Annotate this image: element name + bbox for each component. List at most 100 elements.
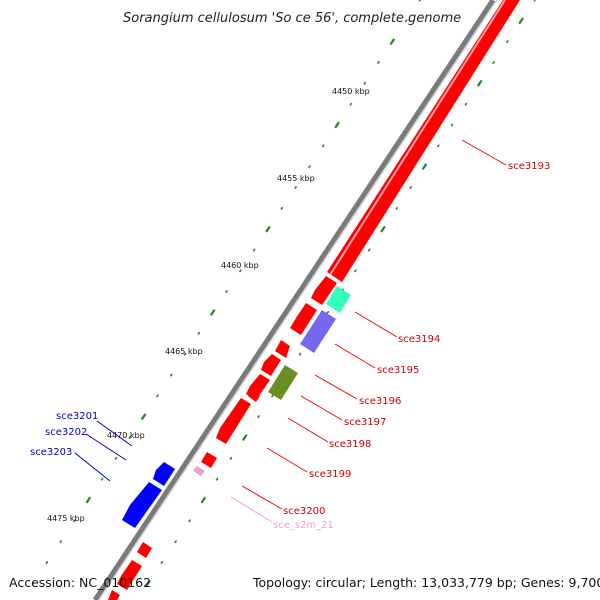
gene-labels: sce3193 sce3194 sce3195 sce3196 sce3197 … bbox=[30, 161, 550, 531]
gene-red-11[interactable] bbox=[108, 590, 120, 600]
gene-label-sce3200: sce3200 bbox=[283, 506, 325, 517]
gene-purple[interactable] bbox=[300, 310, 336, 353]
gc-dot bbox=[242, 434, 248, 441]
gene-label-sce3194: sce3194 bbox=[398, 334, 440, 345]
gene-label-sce_s2m_21: sce_s2m_21 bbox=[273, 520, 334, 531]
gc-dot bbox=[85, 496, 91, 504]
gc-dot bbox=[349, 102, 353, 106]
gc-dot bbox=[363, 81, 367, 85]
gene-label-sce3199: sce3199 bbox=[309, 469, 351, 480]
forward-genes bbox=[108, 276, 337, 600]
gene-label-sce3195: sce3195 bbox=[377, 365, 419, 376]
gc-dot bbox=[170, 373, 173, 377]
gene-red-7[interactable] bbox=[216, 398, 251, 444]
gc-dot bbox=[464, 102, 468, 106]
gene-label-sce3201: sce3201 bbox=[56, 411, 98, 422]
gc-dot bbox=[200, 496, 206, 504]
gc-dot bbox=[477, 80, 483, 87]
gene-pink-small[interactable] bbox=[193, 466, 205, 476]
gc-dot bbox=[326, 310, 330, 315]
gc-dot bbox=[210, 309, 216, 316]
gc-dot bbox=[321, 144, 325, 148]
gene-olive[interactable] bbox=[268, 365, 298, 400]
gc-dot bbox=[298, 352, 302, 356]
gene-teal[interactable] bbox=[326, 286, 351, 313]
gc-dot bbox=[271, 394, 274, 398]
gc-dot bbox=[265, 226, 271, 233]
tick-label: 4470 kbp bbox=[107, 431, 145, 440]
gene-label-sce3197: sce3197 bbox=[344, 417, 386, 428]
gc-dot bbox=[174, 540, 177, 544]
gc-dot bbox=[506, 40, 509, 44]
gc-dot bbox=[389, 38, 395, 45]
gc-dot bbox=[128, 435, 131, 440]
gc-dot bbox=[160, 560, 164, 565]
gc-dot bbox=[31, 581, 35, 585]
tick-labels: 4450 kbp 4455 kbp 4460 kbp 4465 kbp 4470… bbox=[47, 87, 370, 523]
gc-dot bbox=[59, 540, 62, 544]
gene-red-4[interactable] bbox=[261, 354, 281, 376]
label-connectors bbox=[74, 139, 507, 523]
gc-dot bbox=[380, 226, 386, 233]
accession-text: Accession: NC_010162 bbox=[9, 575, 151, 590]
gc-dot bbox=[492, 60, 495, 65]
gene-red-10[interactable] bbox=[117, 560, 142, 590]
gc-dot-track-right bbox=[145, 0, 536, 587]
gene-label-sce3203: sce3203 bbox=[30, 447, 72, 458]
gc-dot-track-left bbox=[31, 0, 421, 585]
gc-dot bbox=[409, 186, 412, 189]
gene-red-2[interactable] bbox=[290, 303, 317, 335]
gc-dot bbox=[100, 477, 104, 481]
gc-dot bbox=[252, 248, 256, 252]
gene-label-sce3198: sce3198 bbox=[329, 439, 371, 450]
gc-dot bbox=[197, 331, 201, 335]
gc-dot bbox=[418, 0, 421, 2]
gc-dot bbox=[308, 165, 311, 169]
gc-dot bbox=[239, 269, 242, 273]
tick-label: 4465 kbp bbox=[165, 347, 203, 356]
tick-label: 4475 kbp bbox=[47, 514, 85, 523]
gc-dot bbox=[280, 206, 284, 210]
topology-text: Topology: circular; Length: 13,033,779 b… bbox=[252, 575, 600, 590]
gc-dot bbox=[225, 290, 228, 294]
gc-dot bbox=[367, 248, 371, 252]
gene-blue-2[interactable] bbox=[122, 482, 162, 528]
gc-dot bbox=[436, 144, 440, 148]
gene-blue-1[interactable] bbox=[153, 462, 175, 486]
gc-dot bbox=[395, 206, 399, 210]
gc-dot bbox=[114, 456, 118, 460]
gene-label-sce3196: sce3196 bbox=[359, 396, 401, 407]
gene-sce3193[interactable] bbox=[327, 0, 520, 282]
gc-dot bbox=[73, 519, 76, 523]
gc-dot bbox=[334, 121, 340, 129]
gc-dot bbox=[141, 413, 147, 420]
gene-label-sce3202: sce3202 bbox=[45, 427, 87, 438]
gc-dot bbox=[294, 186, 297, 189]
gene-red-3[interactable] bbox=[275, 340, 290, 358]
tick-label: 4450 kbp bbox=[332, 87, 370, 96]
gc-dot bbox=[518, 17, 524, 24]
gc-dot bbox=[422, 163, 427, 170]
gc-dot bbox=[354, 269, 357, 273]
gc-dot bbox=[450, 123, 454, 127]
gene-red-6[interactable] bbox=[248, 390, 260, 402]
gc-dot bbox=[229, 456, 233, 460]
gc-dot bbox=[533, 0, 536, 2]
gc-dot bbox=[404, 19, 408, 23]
gc-dot bbox=[188, 519, 191, 523]
gc-dot bbox=[156, 394, 159, 398]
gc-dot bbox=[377, 60, 380, 65]
gc-dot bbox=[215, 477, 219, 481]
gc-dot bbox=[145, 580, 151, 587]
gc-dot bbox=[183, 352, 187, 356]
tick-label: 4455 kbp bbox=[277, 174, 315, 183]
map-title: Sorangium cellulosum 'So ce 56', complet… bbox=[123, 11, 461, 26]
gene-red-8[interactable] bbox=[201, 452, 217, 468]
gene-red-1[interactable] bbox=[311, 276, 337, 305]
genome-backbone bbox=[92, 0, 498, 600]
gene-label-sce3193: sce3193 bbox=[508, 161, 550, 172]
tick-label: 4460 kbp bbox=[221, 261, 259, 270]
gene-red-9[interactable] bbox=[137, 542, 152, 558]
gc-dot bbox=[45, 560, 49, 565]
